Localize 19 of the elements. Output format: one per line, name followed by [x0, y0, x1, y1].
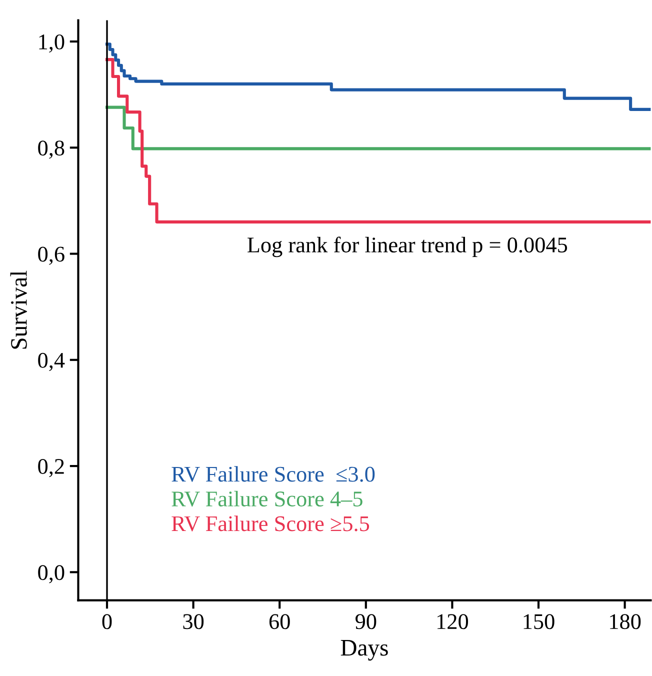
x-tick-label: 0 — [102, 614, 112, 630]
text: RV Failure Score 4–5 — [172, 490, 362, 507]
y-tick-label: 0,8 — [38, 140, 64, 159]
x-tick-label: 150 — [524, 614, 554, 630]
y-tick-label: 0,2 — [38, 458, 64, 478]
text: RV Failure Score ≥5.5 — [172, 516, 370, 532]
x-tick-label: 30 — [183, 614, 204, 630]
text: RV Failure Score ≤3.0 — [172, 466, 375, 482]
y-axis-title: Survival — [10, 270, 27, 349]
y-tick-label: 0,0 — [38, 565, 64, 584]
x-tick-label: 60 — [269, 614, 290, 630]
y-tick-label: 0,4 — [38, 352, 65, 372]
x-axis-title: Days — [340, 640, 388, 661]
annotation: Log rank for linear trend p = 0.0045 — [248, 236, 568, 258]
y-tick-label: 1,0 — [39, 34, 64, 53]
x-tick-label: 120 — [437, 614, 468, 630]
y-tick-label: 0,6 — [38, 246, 64, 265]
x-tick-label: 90 — [356, 614, 376, 630]
x-tick-label: 180 — [610, 614, 641, 630]
